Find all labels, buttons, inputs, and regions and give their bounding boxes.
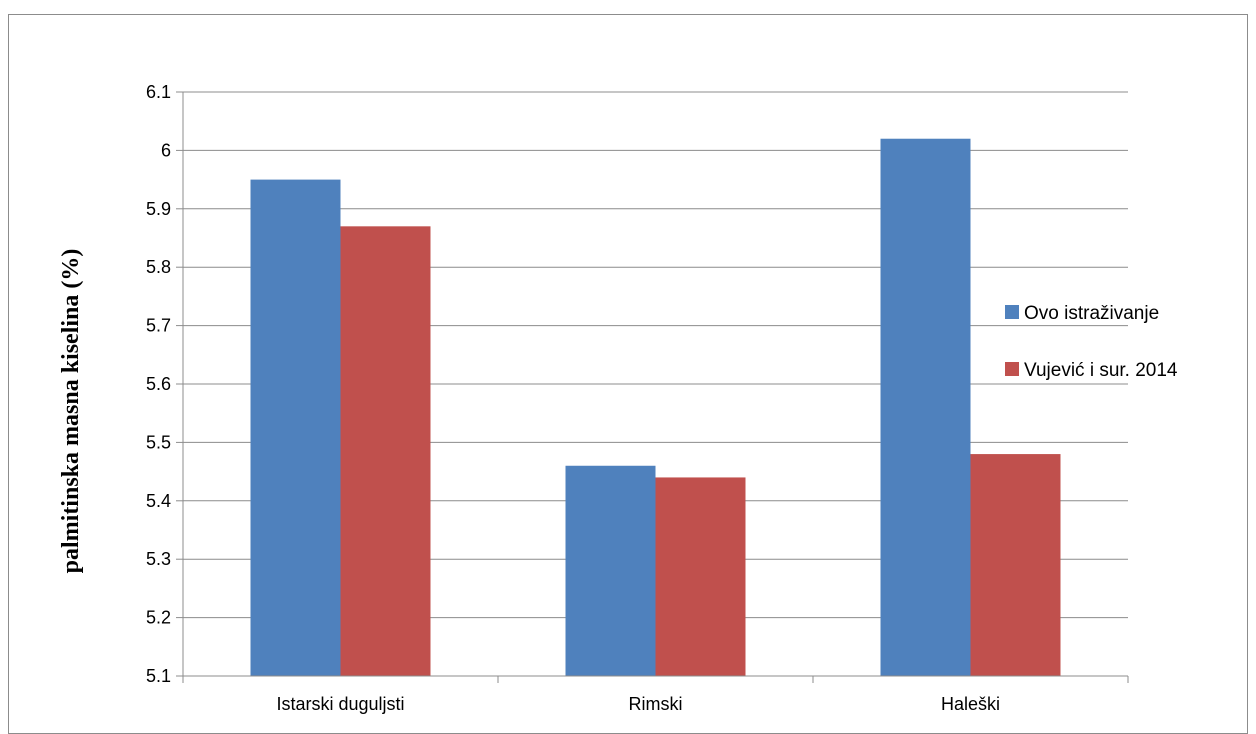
bar bbox=[970, 454, 1061, 676]
y-tick-label: 5.6 bbox=[146, 374, 171, 394]
legend: Ovo istraživanje Vujević i sur. 2014 bbox=[1005, 303, 1178, 381]
y-tick-label: 5.2 bbox=[146, 608, 171, 628]
y-tick-label: 5.9 bbox=[146, 199, 171, 219]
y-tick-label: 5.5 bbox=[146, 432, 171, 452]
x-tick-label: Rimski bbox=[629, 694, 683, 714]
y-tick-label: 5.1 bbox=[146, 666, 171, 686]
y-tick-label: 5.7 bbox=[146, 316, 171, 336]
y-tick-label: 6.1 bbox=[146, 82, 171, 102]
bar bbox=[880, 138, 971, 677]
bar bbox=[250, 179, 341, 676]
legend-label: Ovo istraživanje bbox=[1024, 303, 1159, 324]
y-tick-label: 5.3 bbox=[146, 549, 171, 569]
bar bbox=[655, 477, 746, 676]
x-tick-labels: Istarski duguljsti Rimski Haleški bbox=[276, 694, 1000, 714]
bar bbox=[565, 465, 656, 676]
bar bbox=[340, 226, 431, 676]
legend-swatch bbox=[1005, 305, 1019, 319]
bars bbox=[250, 138, 1061, 677]
axes bbox=[176, 91, 1129, 683]
legend-label: Vujević i sur. 2014 bbox=[1024, 360, 1178, 381]
legend-swatch bbox=[1005, 362, 1019, 376]
y-tick-label: 6 bbox=[161, 140, 171, 160]
y-axis-label: palmitinska masna kiselina (%) bbox=[58, 249, 84, 574]
x-tick-label: Haleški bbox=[941, 694, 1000, 714]
x-tick-label: Istarski duguljsti bbox=[276, 694, 404, 714]
y-tick-label: 5.8 bbox=[146, 257, 171, 277]
y-tick-labels: 5.1 5.2 5.3 5.4 5.5 5.6 5.7 5.8 5.9 6 6.1 bbox=[146, 82, 171, 686]
y-tick-label: 5.4 bbox=[146, 491, 171, 511]
